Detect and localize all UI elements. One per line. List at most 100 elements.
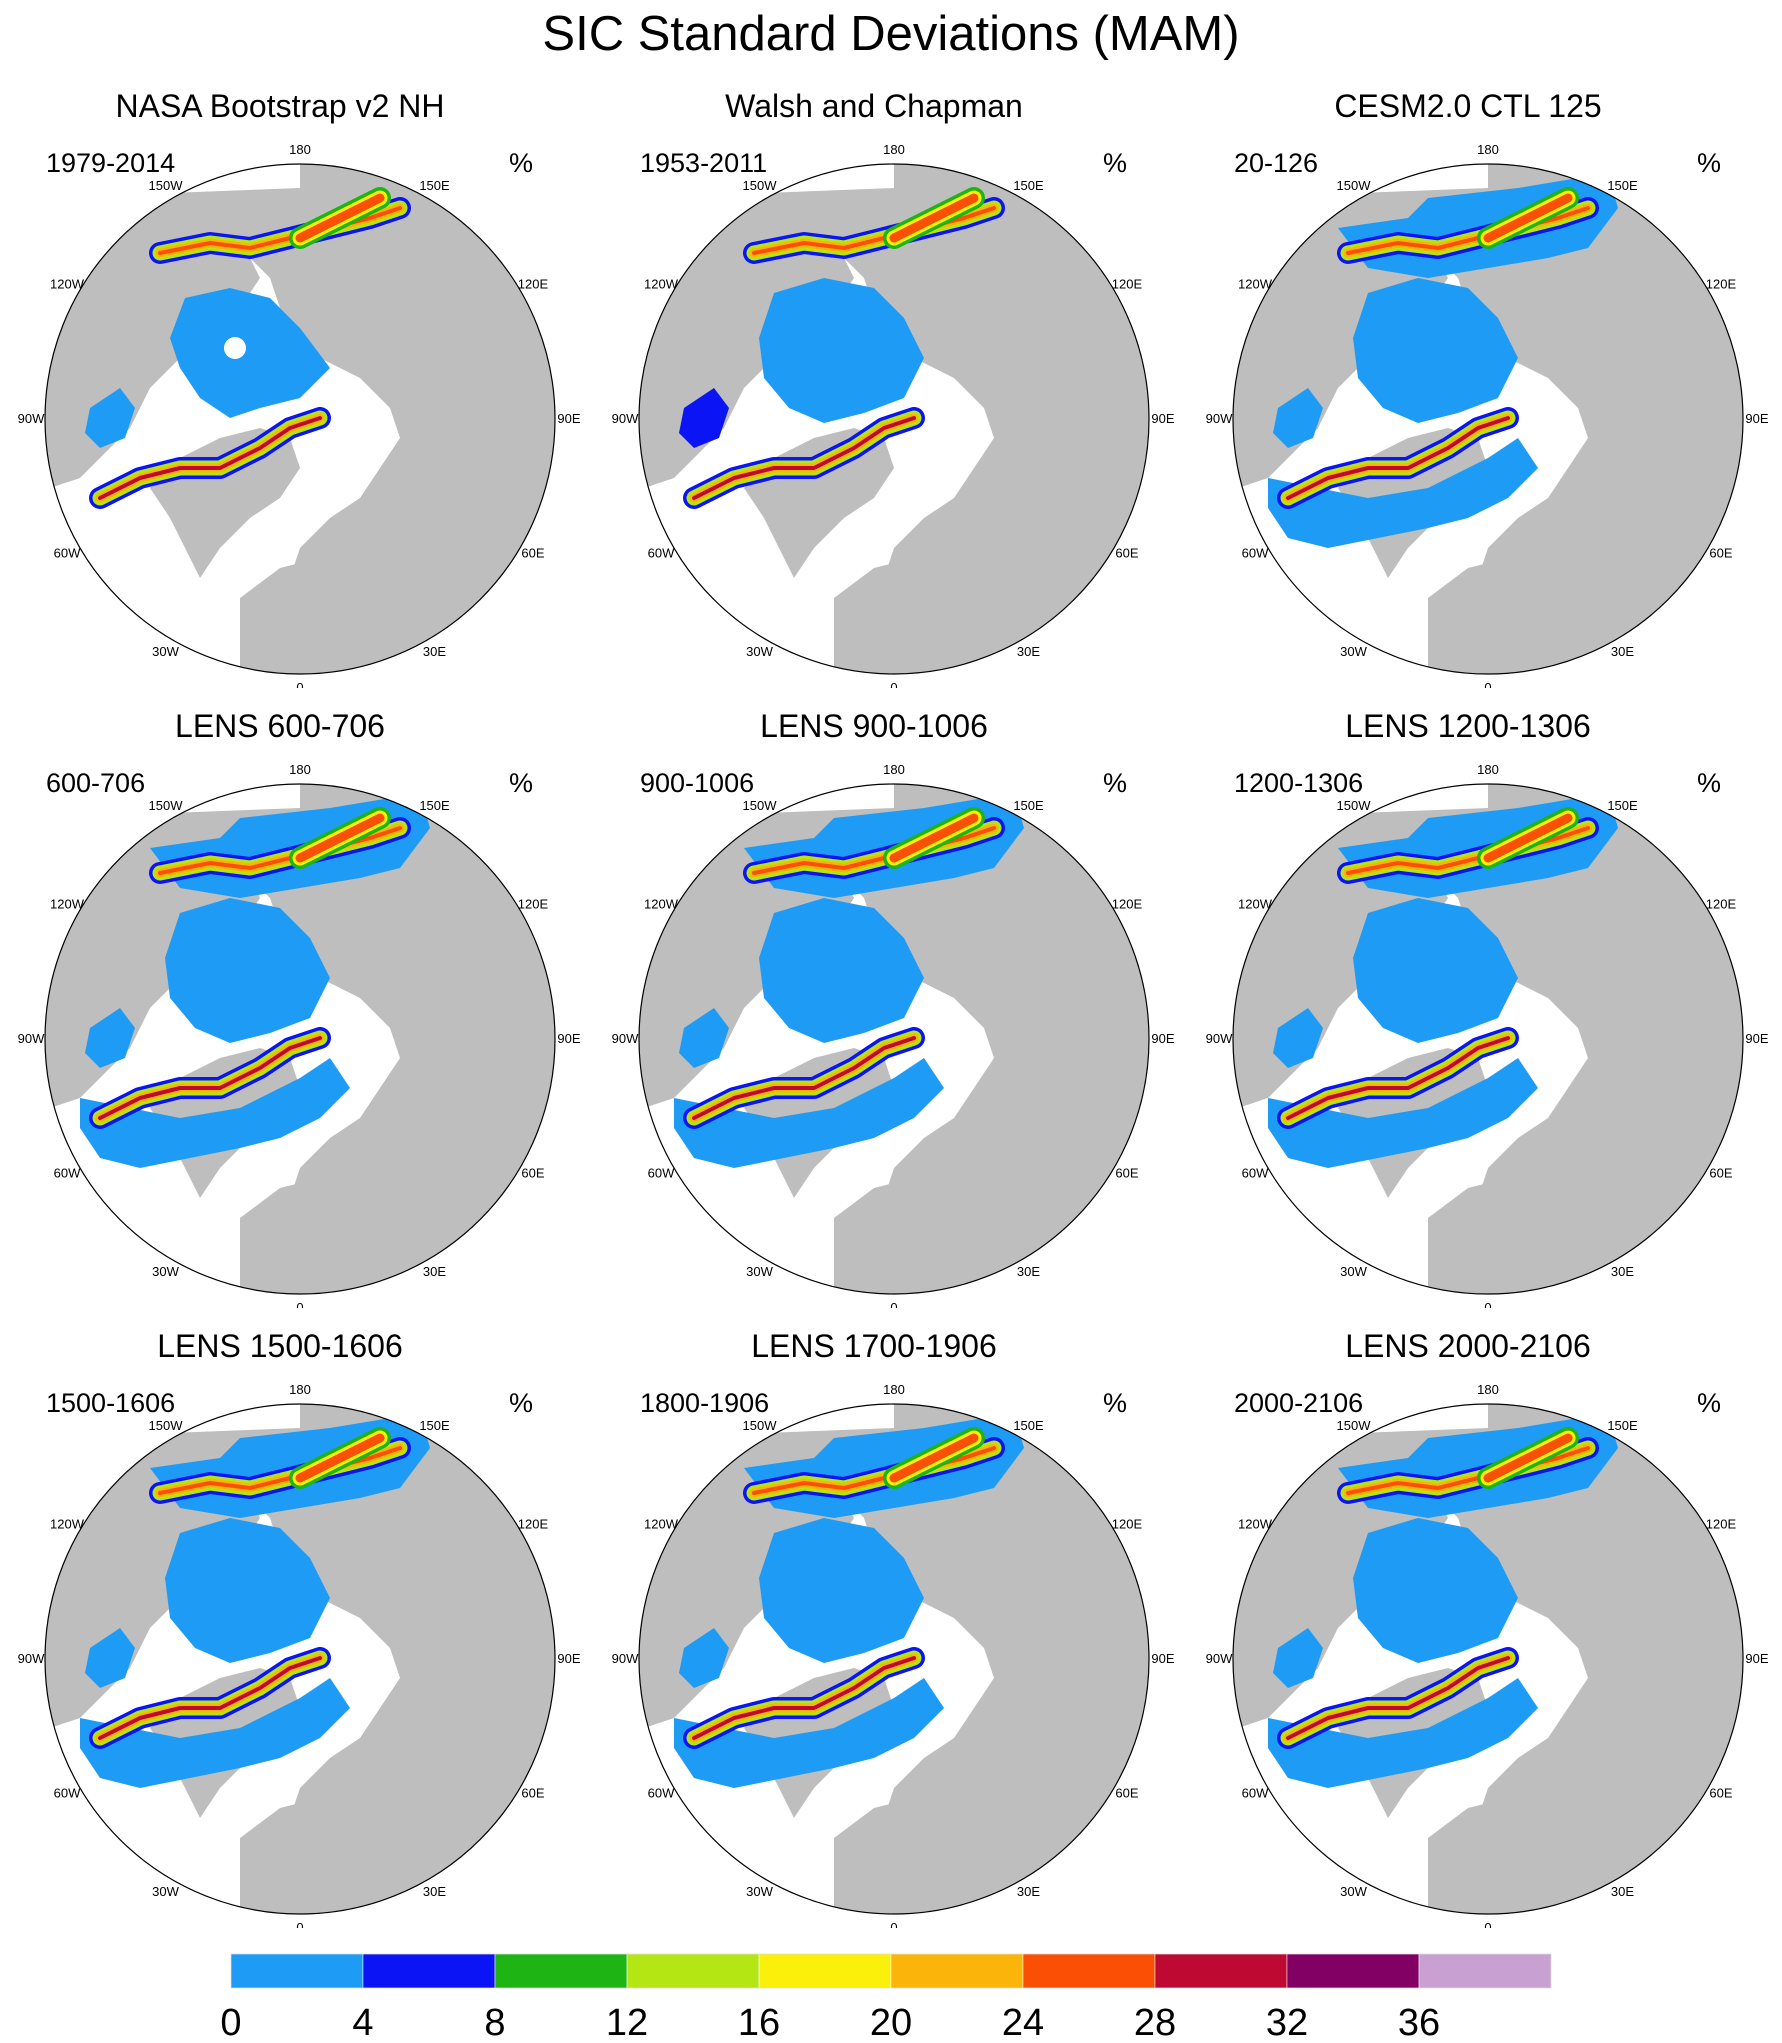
longitude-label: 120E: [518, 277, 549, 292]
longitude-label: 30E: [1017, 644, 1040, 659]
colorbar-tick-label: 16: [738, 2002, 780, 2040]
longitude-label: 60E: [521, 1166, 544, 1181]
colorbar-tick-label: 0: [220, 2002, 241, 2040]
longitude-label: 90E: [1151, 1031, 1174, 1046]
longitude-label: 60E: [1115, 546, 1138, 561]
arctic-ice: [759, 1518, 924, 1663]
longitude-label: 150W: [149, 1418, 184, 1433]
panel-title: NASA Bootstrap v2 NH: [115, 88, 445, 124]
longitude-label: 90E: [1745, 1031, 1768, 1046]
longitude-label: 90W: [18, 1651, 45, 1666]
longitude-label: 90W: [1206, 1031, 1233, 1046]
panel-period: 1200-1306: [1234, 768, 1364, 798]
colorbar-swatch: [890, 1953, 1024, 1989]
panel-unit: %: [1103, 1388, 1128, 1418]
polar-map: 180 150E 120E 90E 60E 30E 0 30W 60W 90W 120W 150W: [1206, 762, 1769, 1308]
longitude-label: 150W: [1337, 798, 1372, 813]
longitude-label: 120E: [1112, 1517, 1143, 1532]
longitude-label: 150E: [1607, 178, 1638, 193]
longitude-label: 30E: [423, 1264, 446, 1279]
panel-period: 20-126: [1234, 148, 1319, 178]
longitude-label: 120E: [518, 1517, 549, 1532]
longitude-label: 120W: [50, 897, 85, 912]
longitude-label: 120E: [1112, 897, 1143, 912]
map-boundary: [1232, 783, 1744, 1295]
longitude-label: 60E: [1709, 546, 1732, 561]
panel-title: LENS 900-1006: [760, 708, 988, 744]
longitude-label: 120W: [644, 1517, 679, 1532]
colorbar-tick-label: 28: [1134, 2002, 1176, 2040]
sic-variability-band: [98, 1036, 322, 1120]
colorbar-tick-label: 12: [606, 2002, 648, 2040]
map-boundary: [638, 163, 1150, 675]
panel-period: 1979-2014: [46, 148, 176, 178]
longitude-label: 60W: [648, 1786, 675, 1801]
longitude-label: 0: [1484, 1300, 1491, 1308]
longitude-label: 120W: [644, 277, 679, 292]
longitude-label: 150E: [419, 178, 450, 193]
map-boundary: [1232, 163, 1744, 675]
longitude-label: 0: [296, 1920, 303, 1928]
longitude-label: 90W: [18, 1031, 45, 1046]
map-boundary: [638, 1403, 1150, 1915]
sic-variability-band: [1483, 193, 1573, 243]
hudson-ice: [1273, 388, 1323, 448]
longitude-label: 90E: [1151, 1651, 1174, 1666]
longitude-label: 0: [890, 1920, 897, 1928]
longitude-label: 30E: [1611, 1264, 1634, 1279]
longitude-label: 180: [883, 1382, 905, 1397]
panel-period: 1953-2011: [640, 148, 768, 178]
land-eurasia: [639, 164, 1149, 674]
panel-title: LENS 1200-1306: [1345, 708, 1591, 744]
land-europe: [240, 1178, 340, 1294]
map-panel: 180 150E 120E 90E 60E 30E 0 30W 60W 90W 120W 150W CE…: [1188, 78, 1769, 688]
longitude-label: 180: [1477, 1382, 1499, 1397]
longitude-label: 30W: [152, 1884, 179, 1899]
longitude-label: 30E: [423, 644, 446, 659]
longitude-label: 180: [289, 142, 311, 157]
land-europe: [1428, 1798, 1528, 1914]
longitude-label: 150W: [1337, 1418, 1372, 1433]
panel-period: 600-706: [46, 768, 146, 798]
atlantic-ice-field: [1268, 438, 1538, 548]
panel-unit: %: [1103, 768, 1128, 798]
panel-unit: %: [1697, 768, 1722, 798]
colorbar-tick-label: 20: [870, 2002, 912, 2040]
land-eurasia: [1233, 784, 1743, 1294]
longitude-label: 150W: [743, 1418, 778, 1433]
land-eurasia: [45, 164, 555, 674]
polar-map: 180 150E 120E 90E 60E 30E 0 30W 60W 90W 120W 150W: [18, 142, 581, 688]
sic-variability-band: [295, 813, 385, 863]
longitude-label: 0: [890, 1300, 897, 1308]
colorbar-swatch: [1286, 1953, 1420, 1989]
colorbar-swatch: [494, 1953, 628, 1989]
longitude-label: 150W: [1337, 178, 1372, 193]
panel-period: 1800-1906: [640, 1388, 770, 1418]
sic-variability-band: [889, 1433, 979, 1483]
longitude-label: 60E: [1115, 1786, 1138, 1801]
longitude-label: 150W: [149, 798, 184, 813]
land-eurasia: [1233, 1404, 1743, 1914]
colorbar-tick-label: 36: [1398, 2002, 1440, 2040]
longitude-label: 60E: [1115, 1166, 1138, 1181]
colorbar-swatch: [1418, 1953, 1552, 1989]
land-europe: [240, 558, 340, 674]
arctic-ice: [165, 1518, 330, 1663]
land-eurasia: [45, 1404, 555, 1914]
longitude-label: 30E: [423, 1884, 446, 1899]
colorbar-swatch: [1154, 1953, 1288, 1989]
sic-variability-band: [1286, 1656, 1510, 1740]
longitude-label: 30E: [1017, 1264, 1040, 1279]
panel-title: Walsh and Chapman: [725, 88, 1023, 124]
map-panel: 180 150E 120E 90E 60E 30E 0 30W 60W 90W 120W 150W LE…: [1188, 1318, 1769, 1928]
sic-variability-band: [295, 193, 385, 243]
hudson-ice: [679, 388, 729, 448]
panel-unit: %: [1697, 148, 1722, 178]
longitude-label: 180: [1477, 762, 1499, 777]
longitude-label: 150E: [1013, 798, 1044, 813]
longitude-label: 180: [289, 762, 311, 777]
longitude-label: 60W: [1242, 1166, 1269, 1181]
polar-map: 180 150E 120E 90E 60E 30E 0 30W 60W 90W 120W 150W: [612, 762, 1175, 1308]
map-panel: 180 150E 120E 90E 60E 30E 0 30W 60W 90W 120W 150W NA…: [0, 78, 581, 688]
longitude-label: 30W: [1340, 1264, 1367, 1279]
